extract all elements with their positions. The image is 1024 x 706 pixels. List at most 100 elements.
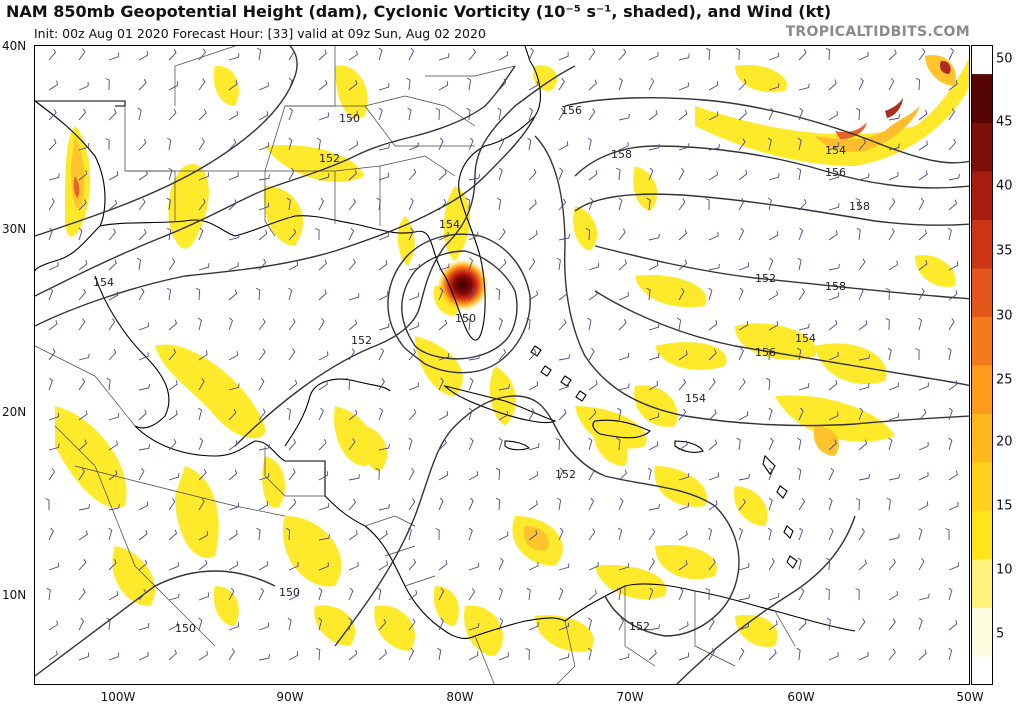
wind-barb: [738, 321, 749, 331]
wind-barb: [678, 198, 686, 211]
brand-watermark[interactable]: TROPICALTIDBITS.COM: [785, 24, 970, 40]
wind-barb: [288, 137, 293, 151]
wind-barb: [558, 198, 567, 211]
wind-barb: [828, 527, 834, 541]
wind-barb: [558, 319, 567, 331]
wind-barb: [78, 530, 88, 541]
wind-barb: [708, 500, 718, 511]
wind-barb: [108, 559, 117, 571]
wind-barb: [138, 559, 148, 571]
wind-barb: [408, 498, 416, 511]
wind-barb: [258, 142, 269, 151]
wind-barb: [438, 319, 448, 331]
wind-barb: [738, 378, 746, 391]
colorbar-label-50: 50: [996, 51, 1013, 67]
wind-barb: [588, 290, 598, 301]
wind-barb: [798, 199, 807, 211]
wind-barb: [198, 350, 208, 361]
wind-barb: [618, 469, 628, 481]
wind-barb: [558, 653, 570, 661]
wind-barb: [468, 622, 480, 631]
wind-barb: [648, 261, 659, 271]
wind-barb: [48, 198, 55, 211]
wind-barb: [198, 531, 209, 541]
wind-barb: [498, 258, 507, 271]
wind-barb: [438, 169, 447, 181]
wind-barb: [167, 137, 172, 151]
wind-barb: [106, 617, 111, 631]
wind-barb: [858, 559, 867, 571]
wind-barb: [78, 410, 88, 421]
wind-barb: [228, 622, 239, 631]
wind-barb: [528, 81, 539, 91]
wind-barb: [168, 410, 178, 421]
wind-barb: [288, 591, 299, 601]
wind-barbs: [45, 47, 960, 661]
wind-barb: [318, 534, 331, 541]
wind-barb: [858, 528, 865, 541]
wind-barb: [438, 587, 445, 601]
wind-barb: [258, 229, 268, 241]
wind-barb: [918, 471, 929, 481]
wind-barb: [618, 77, 623, 91]
wind-barb: [168, 109, 177, 121]
wind-barb: [258, 174, 271, 181]
wind-barb: [948, 318, 955, 331]
wind-barb: [108, 440, 118, 451]
lat-label-30n: 30N: [2, 222, 27, 236]
wind-barb: [918, 317, 923, 331]
wind-barb: [825, 557, 831, 571]
wind-barb: [858, 77, 864, 91]
wind-barb: [438, 559, 448, 571]
wind-barb: [168, 167, 173, 181]
wind-barb: [468, 651, 479, 661]
wind-barb: [768, 290, 779, 301]
wind-barb: [198, 650, 208, 661]
wind-barb: [318, 112, 329, 121]
wind-barb: [78, 169, 88, 181]
wind-barb: [828, 497, 833, 511]
wind-barb: [318, 407, 324, 421]
wind-barb: [678, 652, 690, 661]
wind-barb: [138, 322, 149, 331]
wind-barb: [138, 138, 147, 151]
wind-barb: [768, 321, 779, 331]
colorbar-label-25: 25: [996, 372, 1013, 388]
map-panel[interactable]: 150 152 154 156 158 158 156 154 152 150 …: [34, 45, 970, 685]
wind-barb: [468, 377, 474, 391]
wind-barb: [708, 170, 718, 181]
cyclone-vorticity-core[interactable]: [437, 259, 489, 311]
wind-barb: [138, 529, 148, 541]
wind-barb: [498, 167, 503, 181]
map-canvas[interactable]: 150 152 154 156 158 158 156 154 152 150 …: [35, 46, 970, 685]
wind-barb: [258, 377, 265, 391]
wind-barb: [617, 587, 622, 601]
wind-barb: [348, 474, 361, 481]
wind-barb: [345, 377, 351, 391]
wind-barb: [528, 443, 540, 451]
wind-barb: [468, 257, 474, 271]
wind-barb: [828, 142, 839, 151]
wind-barb: [48, 227, 53, 241]
wind-barb: [258, 82, 269, 91]
wind-barb: [288, 48, 295, 61]
wind-barb: [138, 622, 150, 631]
wind-barb: [648, 353, 660, 361]
wind-barb: [228, 383, 240, 391]
wind-barb: [647, 467, 652, 481]
wind-barb: [228, 587, 235, 601]
wind-barb: [408, 558, 417, 571]
wind-barb: [348, 438, 356, 451]
wind-barb: [348, 348, 356, 361]
wind-barb: [108, 348, 117, 361]
wind-barb: [678, 229, 688, 241]
wind-barb: [318, 502, 330, 511]
wind-barb: [495, 287, 500, 301]
wind-barb: [888, 648, 896, 661]
wind-barb: [108, 291, 119, 301]
wind-barb: [888, 474, 900, 481]
wind-barb: [228, 138, 237, 151]
wind-barb: [168, 529, 178, 541]
wind-barb: [138, 467, 145, 481]
wind-barb: [708, 319, 718, 331]
